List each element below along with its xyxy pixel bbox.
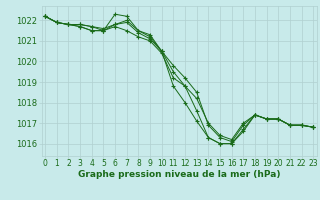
X-axis label: Graphe pression niveau de la mer (hPa): Graphe pression niveau de la mer (hPa) xyxy=(78,170,280,179)
